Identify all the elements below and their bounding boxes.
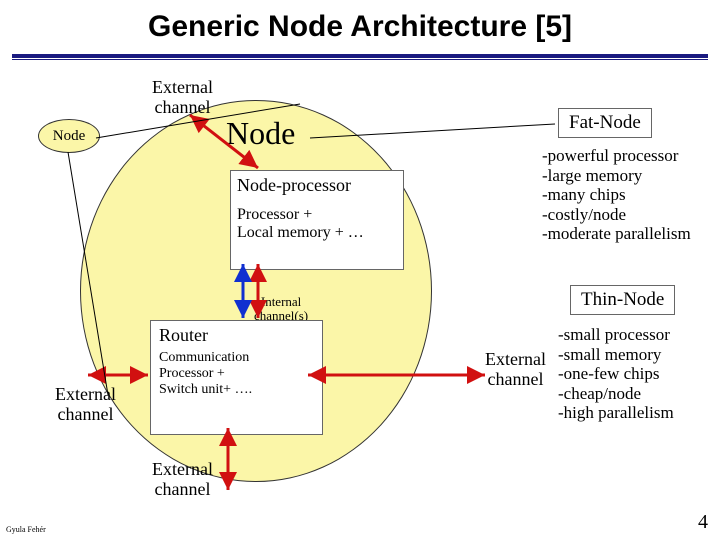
slide: Generic Node Architecture [5] Node Exter… (0, 0, 720, 540)
title-rule (12, 54, 708, 60)
thin-node-body: -small processor-small memory-one-few ch… (558, 325, 674, 423)
small-node-ellipse: Node (38, 119, 100, 153)
thin-node-heading: Thin-Node (570, 285, 675, 315)
big-node-label: Node (226, 115, 295, 152)
external-channel-top-label: External channel (152, 78, 213, 118)
slide-title: Generic Node Architecture [5] (0, 10, 720, 44)
external-channel-left-label: External channel (55, 385, 116, 425)
thin-node-bullet: -high parallelism (558, 403, 674, 423)
external-channel-right-label: External channel (485, 350, 546, 390)
fat-node-body: -powerful processor-large memory-many ch… (542, 146, 691, 244)
fat-node-bullet: -many chips (542, 185, 691, 205)
fat-node-bullet: -powerful processor (542, 146, 691, 166)
node-processor-box: Node-processor Processor + Local memory … (230, 170, 404, 270)
text: External channel (485, 349, 546, 389)
external-channel-bottom-label: External channel (152, 460, 213, 500)
internal-channel-label: Internal channel(s) (254, 295, 308, 322)
fat-node-bullet: -large memory (542, 166, 691, 186)
fat-node-bullet: -costly/node (542, 205, 691, 225)
fat-node-heading: Fat-Node (558, 108, 652, 138)
text: External channel (152, 77, 213, 117)
router-box: Router Communication Processor + Switch … (150, 320, 323, 435)
page-number: 4 (698, 511, 708, 534)
thin-node-bullet: -small memory (558, 345, 674, 365)
thin-node-bullet: -cheap/node (558, 384, 674, 404)
text: Internal channel(s) (254, 294, 308, 323)
node-processor-body: Processor + Local memory + … (237, 206, 397, 241)
fat-node-bullet: -moderate parallelism (542, 224, 691, 244)
text: External channel (55, 384, 116, 424)
author-name: Gyula Fehér (6, 525, 46, 534)
thin-node-bullet: -one-few chips (558, 364, 674, 384)
router-body: Communication Processor + Switch unit+ …… (159, 350, 314, 398)
thin-node-bullet: -small processor (558, 325, 674, 345)
text: External channel (152, 459, 213, 499)
node-processor-heading: Node-processor (237, 175, 397, 196)
router-heading: Router (159, 325, 314, 346)
